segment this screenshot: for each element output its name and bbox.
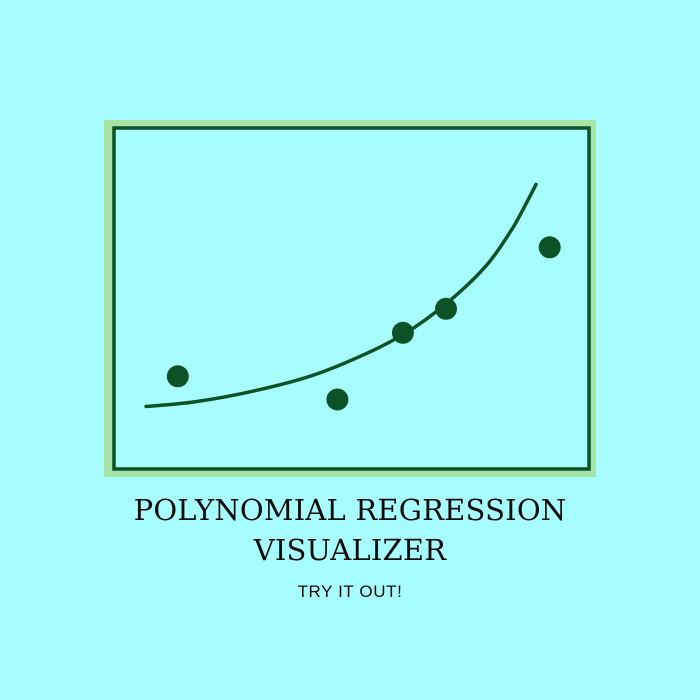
app-title-line-2: VISUALIZER xyxy=(253,533,447,567)
data-point xyxy=(166,365,189,388)
regression-curve xyxy=(144,182,538,409)
try-it-out-link[interactable]: TRY IT OUT! xyxy=(297,582,403,601)
app-title-line-1: POLYNOMIAL REGRESSION xyxy=(133,493,567,527)
chart-marks xyxy=(144,182,561,411)
data-point xyxy=(435,297,457,320)
data-point xyxy=(538,236,561,259)
polynomial-regression-logo-graphic xyxy=(104,120,596,477)
plot-frame xyxy=(112,126,591,471)
app-title: POLYNOMIAL REGRESSION VISUALIZER xyxy=(0,490,700,570)
data-point xyxy=(326,388,349,411)
